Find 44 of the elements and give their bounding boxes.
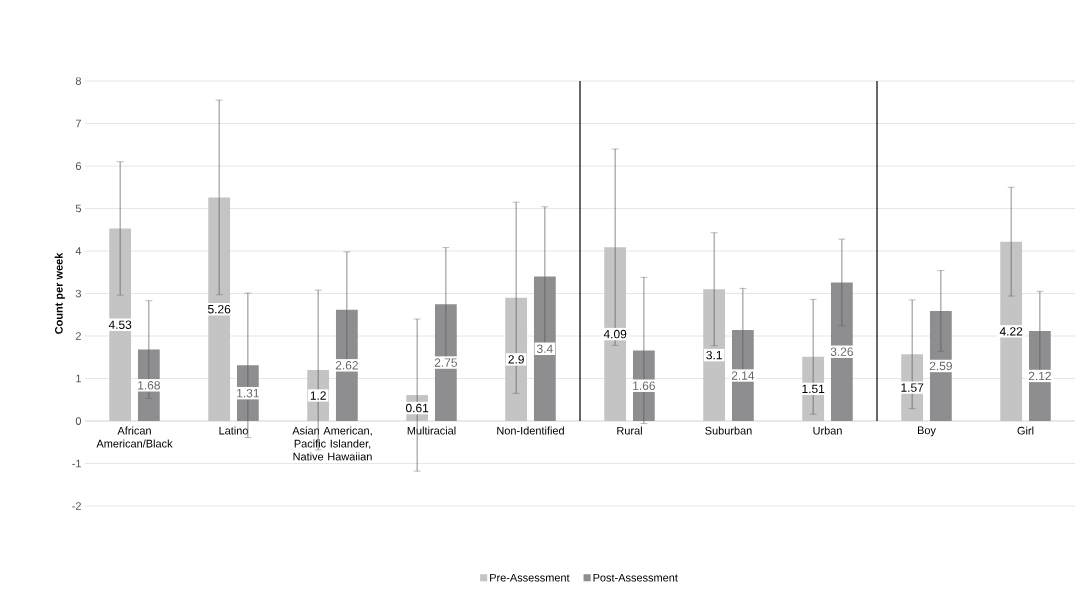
data-label: 1.51: [802, 384, 825, 394]
x-tick-label: Boy: [917, 426, 936, 437]
x-tick-label: Girl: [1017, 426, 1034, 435]
x-tick-label: Multiracial: [407, 426, 456, 435]
y-tick-label: 0: [75, 417, 82, 425]
data-label: 1.66: [633, 381, 655, 390]
y-axis-title: Count per week: [54, 252, 65, 334]
x-tick-label: Urban: [813, 426, 842, 435]
data-label: 2.9: [508, 355, 524, 364]
data-label: 4.09: [603, 329, 627, 339]
y-tick-label: -1: [72, 459, 81, 468]
data-label: 1.57: [901, 383, 924, 392]
data-label: 1.2: [310, 391, 326, 400]
x-tick-label: African American/Black: [96, 426, 173, 448]
y-tick-label: -2: [72, 502, 81, 510]
y-tick-label: 5: [75, 204, 82, 213]
data-label: 2.14: [731, 371, 755, 380]
data-label: 3.26: [830, 347, 853, 356]
data-label: 2.59: [929, 361, 952, 371]
x-tick-label: Suburban: [705, 426, 752, 435]
legend-label: Post-Assessment: [593, 573, 678, 582]
x-tick-label: Rural: [617, 426, 642, 435]
data-label: 5.26: [208, 305, 231, 314]
y-tick-label: 6: [75, 162, 81, 170]
y-tick-label: 4: [75, 247, 82, 255]
data-label: 2.62: [335, 361, 358, 370]
x-tick-label: Latino: [219, 426, 248, 435]
legend-label: Pre-Assessment: [490, 573, 570, 582]
y-tick-label: 8: [75, 77, 81, 85]
data-label: 3.1: [706, 350, 722, 360]
data-label: 4.22: [999, 327, 1023, 336]
data-label: 0.61: [405, 403, 429, 413]
data-label: 3.4: [537, 344, 553, 353]
data-label: 1.68: [138, 381, 160, 390]
y-tick-label: 7: [75, 119, 81, 128]
data-label: 2.12: [1028, 371, 1051, 381]
y-tick-label: 2: [75, 332, 81, 340]
data-label: 1.31: [237, 388, 259, 398]
y-tick-label: 3: [75, 289, 81, 298]
data-label: 4.53: [108, 320, 132, 329]
data-label: 2.75: [434, 358, 457, 367]
x-tick-label: Asian American, Pacific Islander, Native Hawaiian: [292, 426, 372, 461]
x-tick-label: Non-Identified: [497, 426, 564, 435]
y-tick-label: 1: [76, 374, 81, 383]
